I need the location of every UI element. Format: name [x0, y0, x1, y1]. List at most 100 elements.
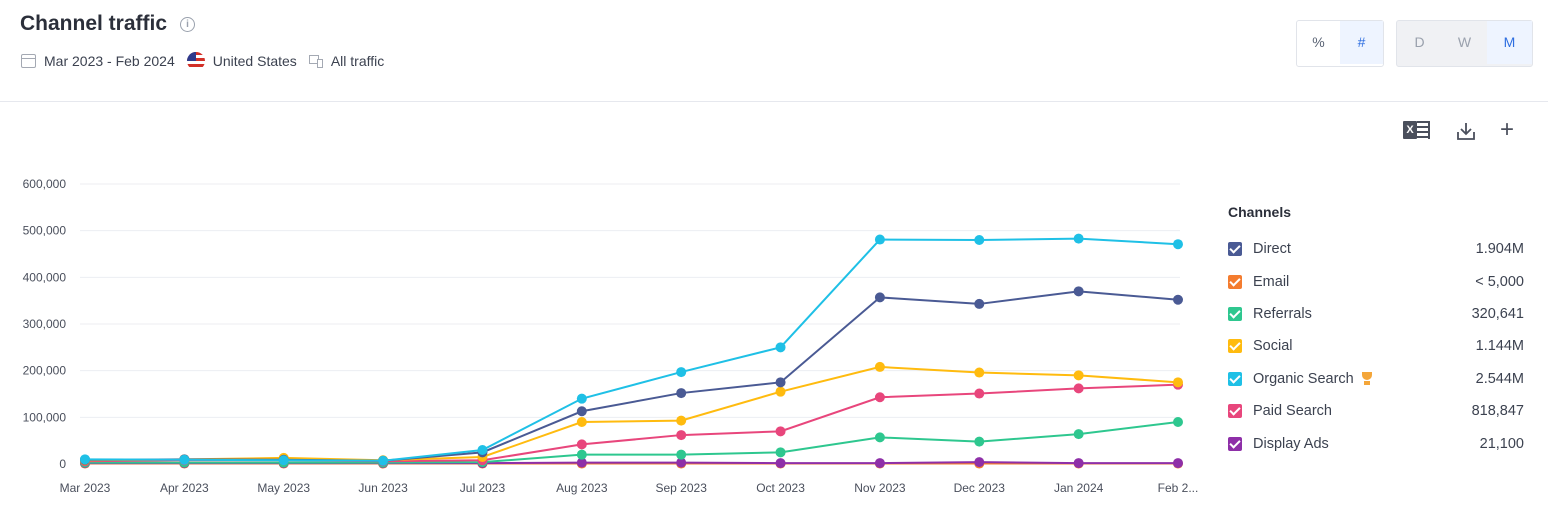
checkbox-icon[interactable] [1228, 339, 1242, 354]
x-tick-label: Jan 2024 [1054, 481, 1104, 495]
data-point-organic-search [576, 393, 587, 404]
data-point-display-ads [1073, 458, 1084, 469]
data-point-social [874, 361, 885, 372]
x-tick-label: Oct 2023 [756, 481, 805, 495]
legend-item-value: < 5,000 [1475, 273, 1524, 290]
data-point-organic-search [1173, 239, 1183, 250]
legend-item-label: Referrals [1253, 305, 1312, 322]
checkbox-icon[interactable] [1228, 274, 1242, 289]
daily-button[interactable]: D [1414, 34, 1425, 50]
data-point-referrals [874, 432, 885, 443]
trophy-icon [1360, 371, 1374, 386]
data-point-organic-search [874, 234, 885, 245]
data-point-organic-search [378, 455, 389, 466]
data-point-direct [576, 406, 587, 417]
checkbox-icon[interactable] [1228, 404, 1242, 419]
data-point-display-ads [676, 457, 687, 468]
data-point-social [1173, 377, 1183, 388]
info-icon[interactable]: i [180, 17, 195, 32]
data-point-display-ads [974, 457, 985, 468]
legend-item-label: Paid Search [1253, 403, 1332, 420]
country-filter[interactable]: United States [212, 53, 297, 69]
date-range[interactable]: Mar 2023 - Feb 2024 [44, 53, 175, 69]
checkbox-icon[interactable] [1228, 306, 1242, 321]
legend-item[interactable]: Email < 5,000 [1228, 265, 1524, 297]
series-line-social [84, 365, 1179, 462]
legend-item[interactable]: Paid Search 818,847 [1228, 395, 1524, 427]
series-line-direct [84, 290, 1179, 462]
x-tick-label: Dec 2023 [954, 481, 1006, 495]
legend-item-value: 818,847 [1471, 403, 1524, 420]
x-tick-label: Aug 2023 [556, 481, 608, 495]
y-tick-label: 100,000 [23, 410, 67, 424]
us-flag-icon [186, 52, 205, 70]
data-point-organic-search [676, 367, 687, 378]
legend-item-value: 320,641 [1471, 305, 1524, 322]
legend-item-label: Direct [1253, 241, 1291, 258]
device-icon [308, 55, 323, 68]
legend-item-label: Social [1253, 338, 1293, 355]
legend-item[interactable]: Direct 1.904M [1228, 233, 1524, 265]
traffic-type-filter[interactable]: All traffic [330, 53, 385, 69]
monthly-button[interactable]: M [1487, 21, 1532, 64]
data-point-paid-search [676, 430, 687, 441]
data-point-organic-search [1073, 233, 1084, 244]
data-point-social [1073, 370, 1084, 381]
x-tick-label: Sep 2023 [655, 481, 707, 495]
legend-item-value: 1.144M [1475, 338, 1524, 355]
legend-item-value: 1.904M [1475, 241, 1524, 258]
y-tick-label: 300,000 [23, 317, 67, 331]
data-point-organic-search [477, 445, 488, 455]
y-tick-label: 0 [59, 457, 66, 471]
absolute-button[interactable]: # [1340, 21, 1383, 64]
excel-export-icon[interactable]: X [1403, 119, 1431, 143]
data-point-paid-search [1073, 383, 1084, 394]
header: Channel traffic i Mar 2023 - Feb 2024 Un… [0, 0, 1548, 102]
granularity-toggle: D W M [1396, 20, 1533, 67]
data-point-referrals [775, 447, 786, 458]
legend-item[interactable]: Referrals 320,641 [1228, 298, 1524, 330]
data-point-organic-search [80, 454, 90, 465]
legend: Channels Direct 1.904M Email < 5,000 Referra… [1228, 204, 1524, 460]
data-point-display-ads [1173, 458, 1183, 469]
legend-item-value: 21,100 [1479, 435, 1524, 452]
percent-button[interactable]: % [1312, 34, 1325, 50]
legend-item[interactable]: Display Ads 21,100 [1228, 427, 1524, 459]
data-point-organic-search [278, 455, 289, 466]
series-line-referrals [85, 421, 1179, 464]
data-point-paid-search [775, 426, 786, 437]
checkbox-icon[interactable] [1228, 371, 1242, 386]
data-point-direct [775, 377, 786, 388]
x-tick-label: Nov 2023 [854, 481, 906, 495]
legend-item-value: 2.544M [1475, 370, 1524, 387]
weekly-button[interactable]: W [1457, 34, 1472, 50]
metric-toggle: % # [1296, 20, 1384, 67]
data-point-display-ads [775, 458, 786, 469]
data-point-referrals [676, 449, 687, 460]
data-point-referrals [576, 449, 587, 460]
y-tick-label: 400,000 [23, 270, 67, 284]
data-point-organic-search [179, 454, 190, 465]
x-tick-label: Jul 2023 [460, 481, 506, 495]
data-point-direct [974, 298, 985, 309]
series-line-organic-search [84, 237, 1179, 462]
data-point-direct [676, 388, 687, 399]
x-tick-label: Feb 2... [1158, 481, 1199, 495]
filter-summary: Mar 2023 - Feb 2024 United States All tr… [21, 52, 396, 70]
data-point-display-ads [576, 457, 587, 468]
legend-item-label: Email [1253, 273, 1290, 290]
legend-item[interactable]: Organic Search 2.544M [1228, 363, 1524, 395]
data-point-direct [1173, 294, 1183, 305]
data-point-organic-search [974, 235, 985, 245]
series-line-paid-search [84, 383, 1179, 463]
data-point-paid-search [874, 392, 885, 403]
checkbox-icon[interactable] [1228, 242, 1242, 257]
data-point-paid-search [974, 388, 985, 399]
y-tick-label: 200,000 [23, 364, 67, 378]
download-icon[interactable] [1456, 121, 1476, 141]
checkbox-icon[interactable] [1228, 436, 1242, 451]
y-tick-label: 600,000 [23, 177, 67, 191]
legend-item-label: Organic Search [1253, 370, 1354, 387]
legend-item[interactable]: Social 1.144M [1228, 330, 1524, 362]
add-icon[interactable]: + [1500, 116, 1515, 143]
